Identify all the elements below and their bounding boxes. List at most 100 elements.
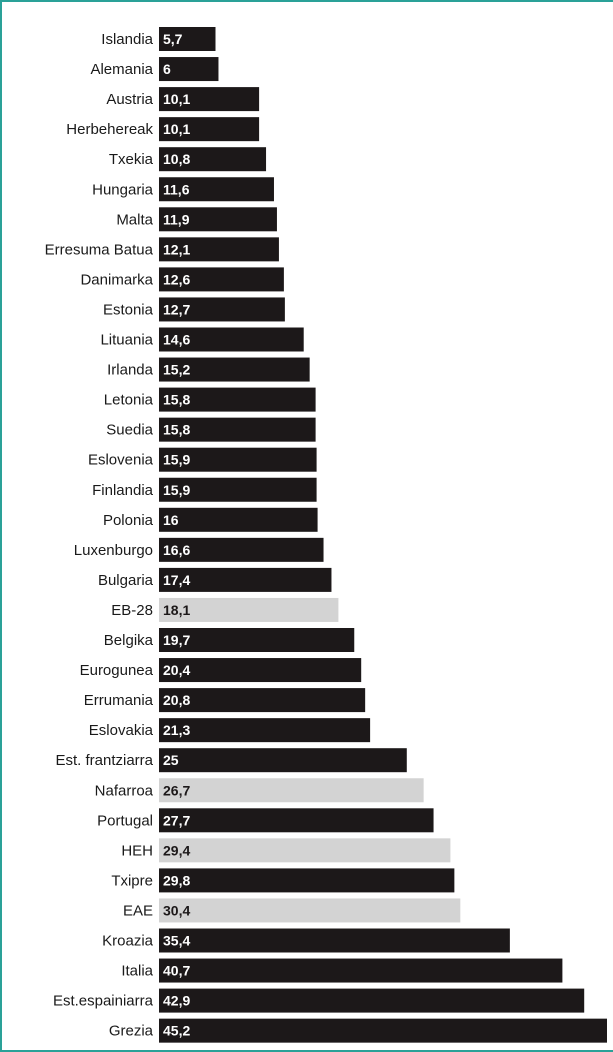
category-label: Est. frantziarra	[55, 752, 153, 769]
category-label: Alemania	[90, 61, 153, 78]
category-label: Eurogunea	[80, 662, 154, 679]
bar	[159, 628, 355, 652]
category-label: Eslovakia	[89, 722, 154, 739]
bar	[159, 838, 451, 863]
value-label: 10,8	[163, 151, 190, 167]
category-label: Est.espainiarra	[53, 993, 154, 1010]
bar	[159, 718, 371, 743]
value-label: 35,4	[163, 933, 190, 949]
category-label: Eslovenia	[88, 452, 154, 469]
value-label: 10,1	[163, 121, 190, 137]
value-label: 12,1	[163, 241, 190, 257]
category-label: EAE	[123, 902, 153, 919]
category-label: Austria	[106, 91, 153, 108]
bar	[159, 688, 366, 713]
value-label: 15,8	[163, 392, 190, 408]
bar	[159, 778, 424, 803]
category-label: Kroazia	[102, 933, 154, 950]
bar	[159, 237, 279, 262]
bar	[159, 57, 219, 82]
value-label: 14,6	[163, 332, 190, 348]
bar	[159, 1018, 607, 1043]
value-label: 20,4	[163, 662, 190, 678]
category-label: Irlanda	[107, 362, 154, 379]
category-label: Luxenburgo	[74, 542, 153, 559]
bar	[159, 658, 362, 683]
bar	[159, 357, 310, 382]
value-label: 5,7	[163, 31, 183, 47]
bar	[159, 597, 339, 622]
value-label: 11,9	[163, 211, 190, 227]
category-label: Lituania	[100, 332, 153, 349]
value-label: 16	[163, 512, 179, 528]
value-label: 26,7	[163, 782, 190, 798]
bar	[159, 147, 267, 172]
value-label: 27,7	[163, 812, 190, 828]
bar	[159, 988, 585, 1013]
value-label: 25	[163, 752, 179, 768]
category-label: Grezia	[109, 1023, 154, 1040]
category-label: Islandia	[101, 31, 153, 48]
value-label: 18,1	[163, 602, 190, 618]
bar	[159, 958, 563, 983]
category-label: Portugal	[97, 812, 153, 829]
value-label: 20,8	[163, 692, 190, 708]
category-label: Finlandia	[92, 482, 154, 499]
bar	[159, 537, 324, 562]
category-label: Letonia	[104, 392, 154, 409]
value-label: 11,6	[163, 181, 190, 197]
bar	[159, 477, 317, 502]
bar	[159, 177, 274, 202]
category-label: Suedia	[106, 422, 153, 439]
category-label: Txipre	[111, 872, 153, 889]
bar	[159, 507, 318, 532]
bar	[159, 87, 260, 112]
value-label: 17,4	[163, 572, 190, 588]
category-label: Erresuma Batua	[45, 241, 154, 258]
bar	[159, 267, 284, 292]
value-label: 6	[163, 61, 171, 77]
value-label: 15,9	[163, 452, 190, 468]
value-label: 40,7	[163, 963, 190, 979]
value-label: 29,8	[163, 872, 190, 888]
bar	[159, 928, 510, 953]
value-label: 10,1	[163, 91, 190, 107]
value-label: 16,6	[163, 542, 190, 558]
value-label: 29,4	[163, 842, 190, 858]
bar	[159, 868, 455, 893]
value-label: 42,9	[163, 993, 190, 1009]
bar	[159, 27, 216, 51]
bar	[159, 297, 285, 322]
value-label: 15,2	[163, 362, 190, 378]
category-label: Malta	[116, 211, 153, 228]
category-label: Polonia	[103, 512, 154, 529]
value-label: 15,9	[163, 482, 190, 498]
category-label: Errumania	[84, 692, 154, 709]
bar	[159, 898, 461, 923]
bar	[159, 417, 316, 442]
bar	[159, 808, 434, 833]
bar	[159, 567, 332, 592]
bar	[159, 447, 317, 472]
category-label: EB-28	[111, 602, 153, 619]
category-label: Danimarka	[80, 271, 153, 288]
value-label: 30,4	[163, 902, 190, 918]
bar	[159, 207, 277, 232]
category-label: HEH	[121, 842, 153, 859]
category-label: Nafarroa	[95, 782, 154, 799]
bar	[159, 748, 407, 773]
category-label: Estonia	[103, 301, 154, 318]
bar	[159, 387, 316, 412]
value-label: 19,7	[163, 632, 190, 648]
value-label: 15,8	[163, 422, 190, 438]
value-label: 21,3	[163, 722, 190, 738]
category-label: Hungaria	[92, 181, 154, 198]
value-label: 12,7	[163, 301, 190, 317]
bar	[159, 117, 260, 142]
category-label: Italia	[121, 963, 153, 980]
bar	[159, 327, 304, 352]
value-label: 12,6	[163, 271, 190, 287]
category-label: Belgika	[104, 632, 154, 649]
